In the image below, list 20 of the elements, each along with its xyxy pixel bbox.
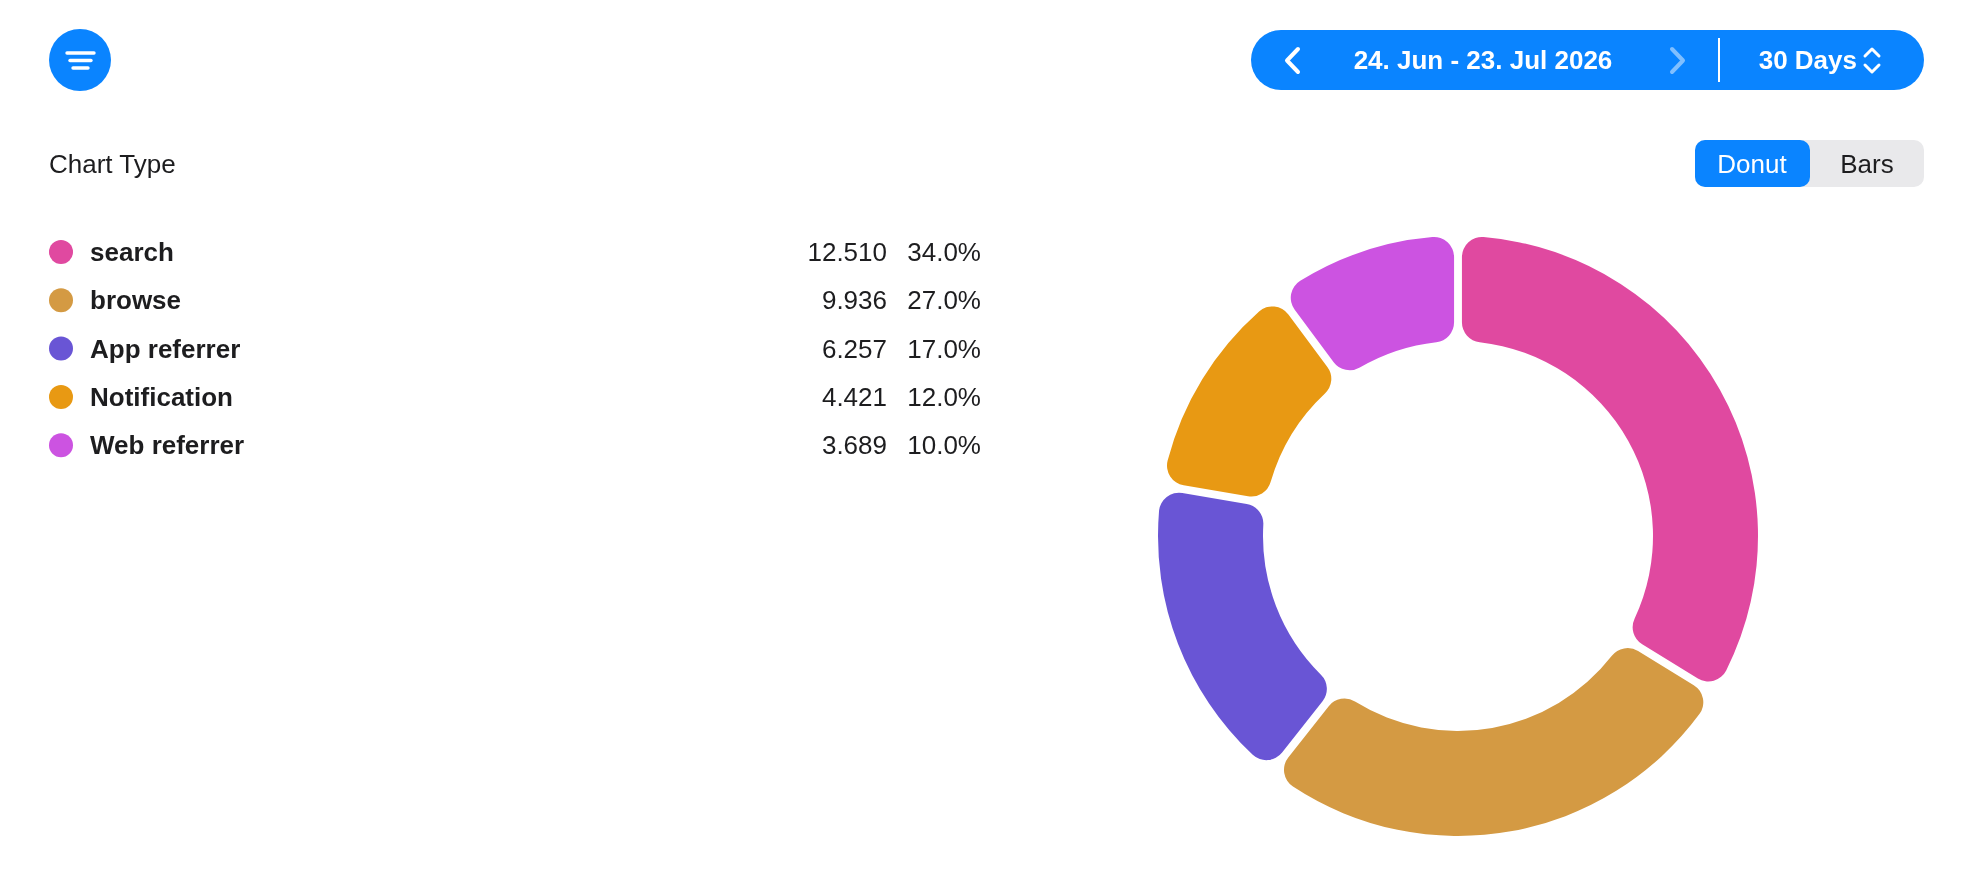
text: 9.936 bbox=[821, 285, 887, 316]
data-label: 27.0% bbox=[907, 285, 981, 316]
text: Chart Type bbox=[49, 149, 176, 179]
data-label: 17.0% bbox=[907, 333, 981, 364]
legend-label: search bbox=[90, 237, 174, 267]
chart-subtitle: 24. Jun - 23. Jul 2026 bbox=[1353, 45, 1613, 75]
text: 12.510 bbox=[807, 237, 887, 267]
legend-label: Notification bbox=[90, 381, 233, 412]
text: 3.689 bbox=[821, 430, 887, 461]
text: Donut bbox=[1717, 149, 1788, 179]
text: 4.421 bbox=[821, 381, 887, 412]
data-label: 10.0% bbox=[907, 430, 981, 461]
legend-label: browse bbox=[90, 285, 182, 316]
data-label: 34.0% bbox=[907, 237, 981, 267]
legend-label: Web referrer bbox=[90, 430, 245, 461]
data-label: 12.0% bbox=[907, 381, 981, 412]
legend-label: App referrer bbox=[90, 333, 241, 364]
text: 6.257 bbox=[821, 333, 887, 364]
text: Bars bbox=[1840, 149, 1894, 179]
text: 30 Days bbox=[1758, 45, 1857, 75]
